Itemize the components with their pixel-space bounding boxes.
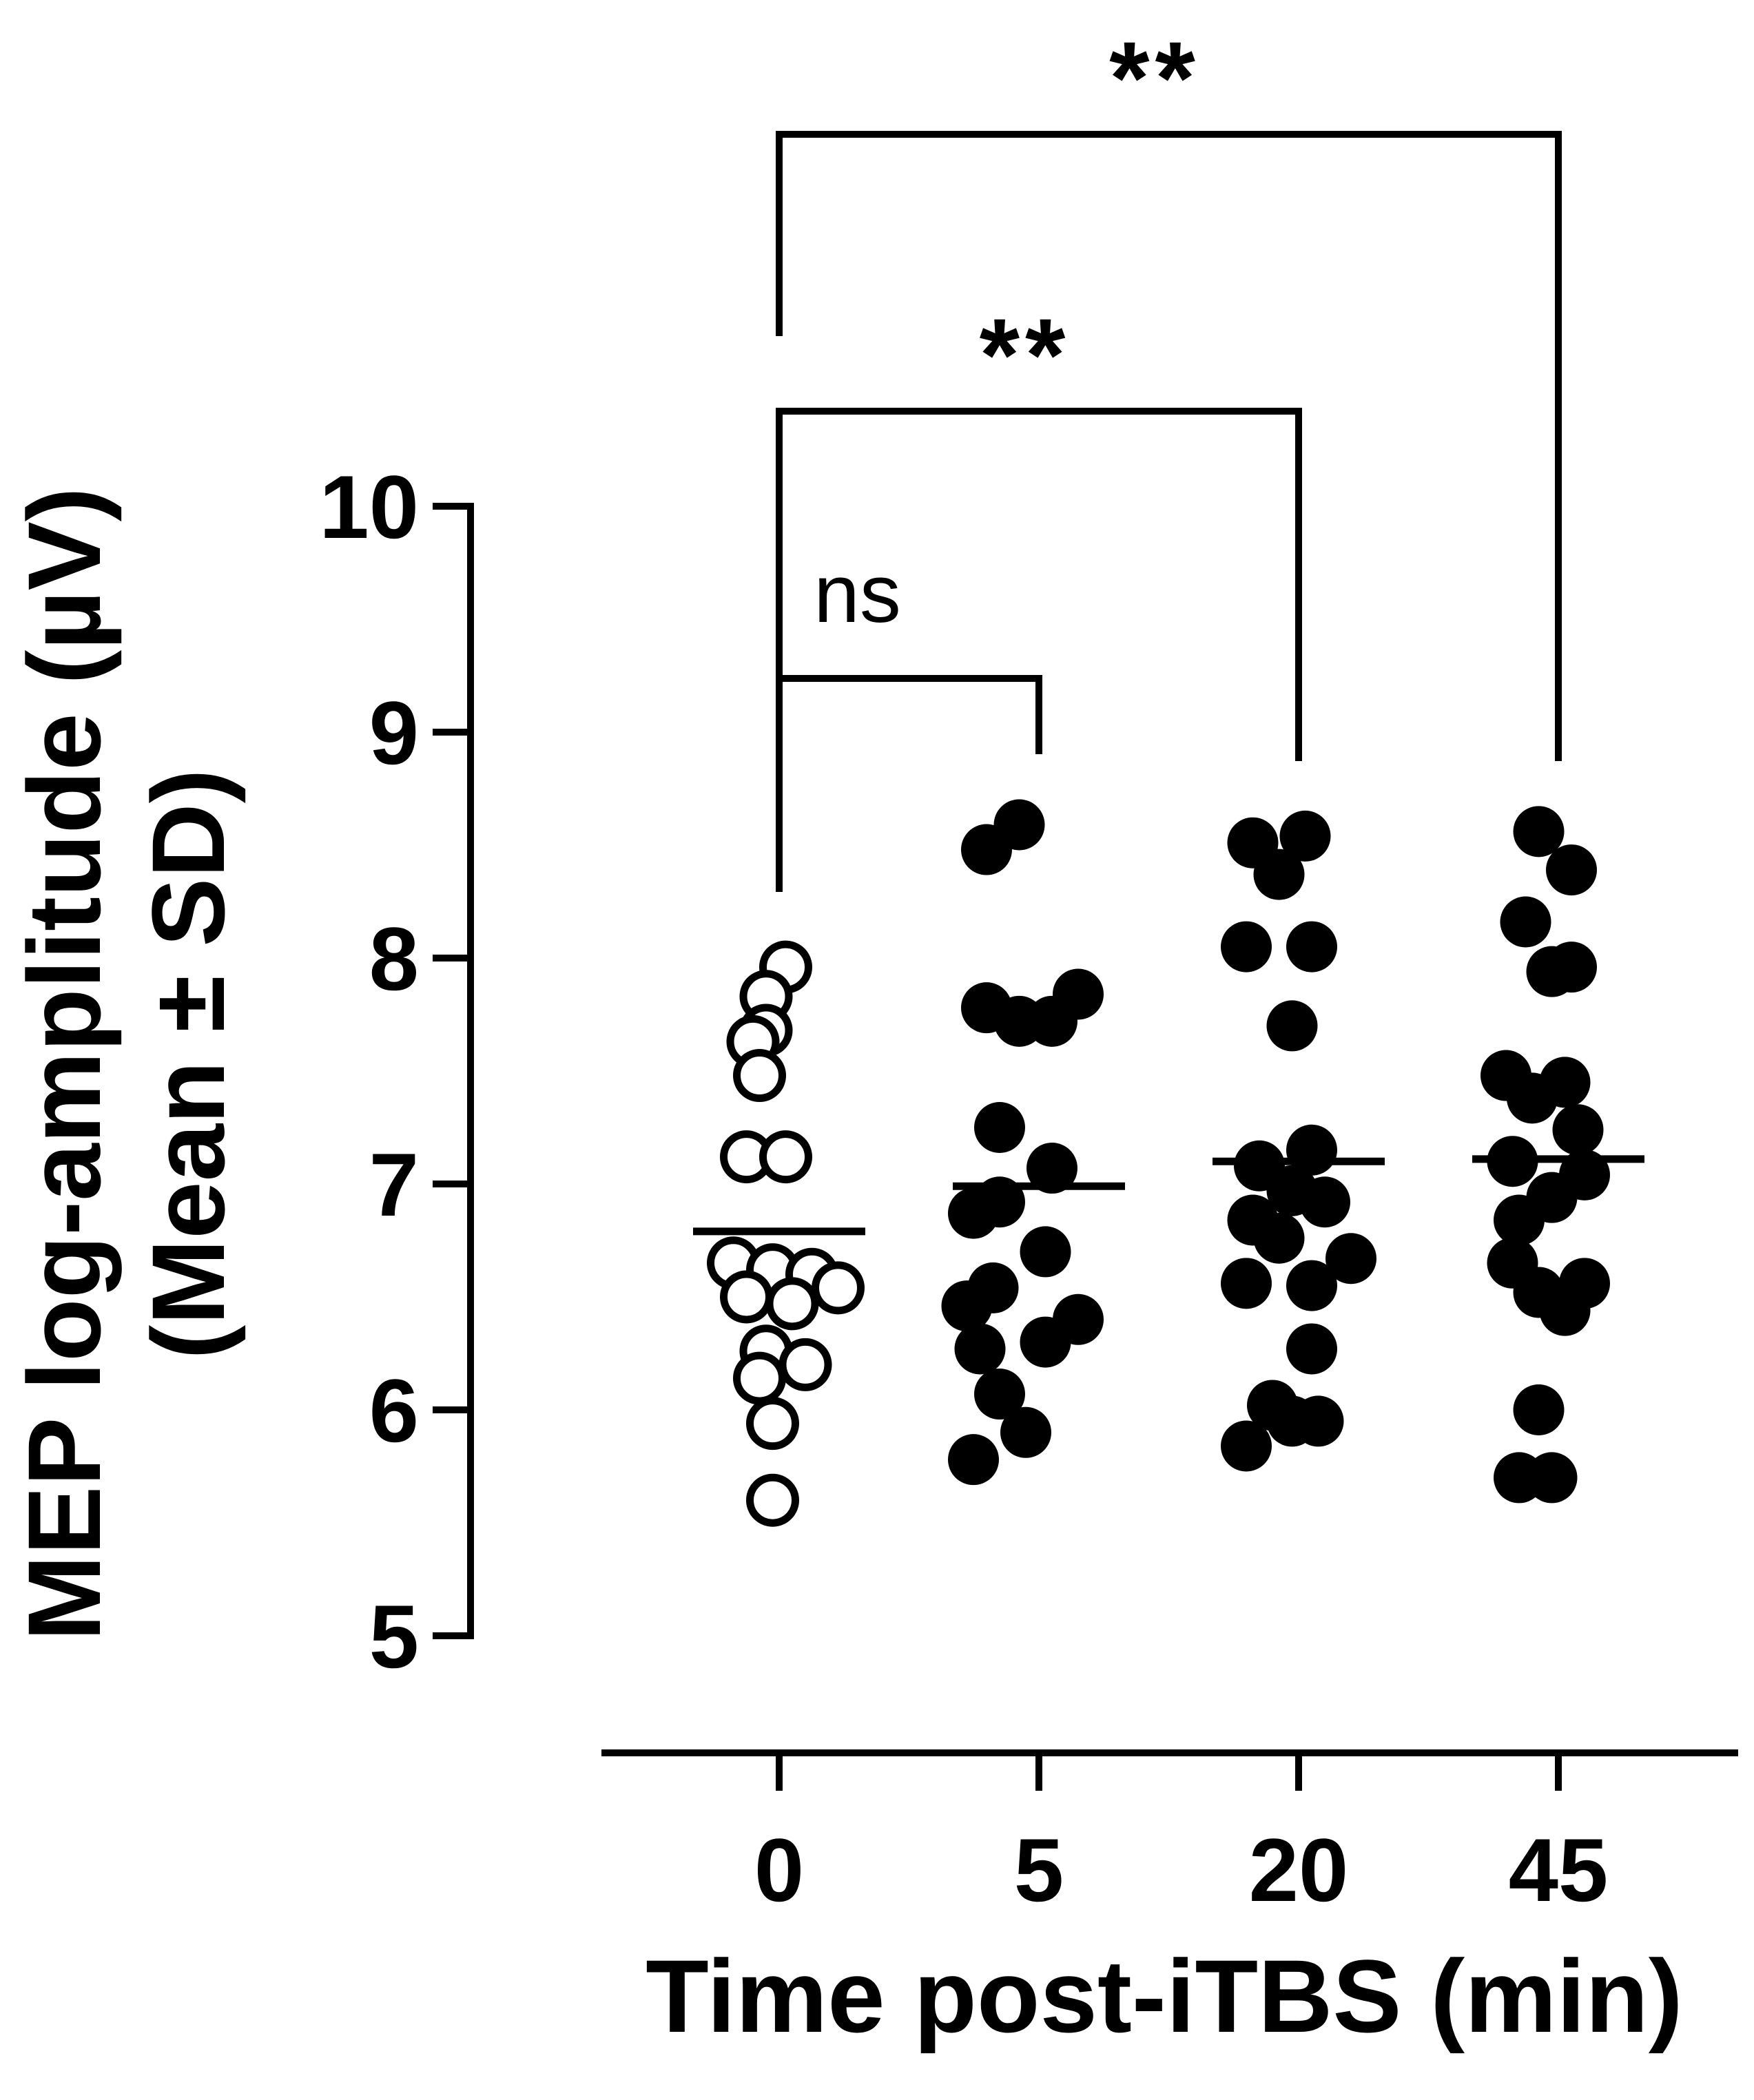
y-tick-label: 7	[369, 1134, 419, 1235]
data-point	[1552, 1104, 1604, 1156]
bracket-line	[776, 131, 1562, 761]
x-tick-label: 0	[754, 1820, 804, 1920]
data-point	[1221, 921, 1272, 973]
data-point	[1526, 1452, 1578, 1504]
data-point	[948, 1187, 999, 1239]
x-axis-title: Time post-iTBS (min)	[646, 1938, 1683, 2054]
data-point	[733, 1351, 786, 1405]
data-point	[1500, 896, 1551, 948]
x-tick-label: 45	[1509, 1820, 1609, 1920]
x-axis: 0 5 20 45	[601, 1749, 1738, 1920]
data-point	[1020, 1316, 1071, 1368]
data-point	[954, 1323, 1006, 1375]
x-tick-label: 20	[1249, 1820, 1349, 1920]
data-point	[733, 1049, 786, 1103]
data-point	[1299, 1176, 1350, 1228]
data-point	[1020, 1226, 1071, 1278]
x-tick-label: 5	[1014, 1820, 1064, 1920]
mean-lines	[693, 1155, 1644, 1236]
data-point	[812, 1261, 865, 1315]
data-point	[1286, 921, 1337, 973]
data-point	[1546, 844, 1597, 896]
significance-label: ns	[814, 548, 901, 640]
y-tick-label: 9	[369, 683, 419, 783]
data-point	[1286, 1323, 1337, 1375]
data-point	[974, 1369, 1025, 1420]
data-point	[1266, 1000, 1318, 1052]
y-tick-label: 8	[369, 908, 419, 1009]
bracket-line	[776, 408, 1302, 892]
y-tick-label: 6	[369, 1360, 419, 1461]
data-point	[759, 1130, 812, 1184]
data-point	[1000, 1406, 1051, 1458]
significance-label: **	[1109, 20, 1201, 136]
data-point	[1513, 806, 1565, 857]
data-point	[1253, 849, 1305, 900]
data-point	[1513, 1384, 1565, 1435]
data-point	[746, 1473, 799, 1527]
data-point	[1221, 1420, 1272, 1472]
data-point	[1526, 946, 1578, 997]
y-tick-label: 5	[369, 1586, 419, 1687]
data-point	[778, 1338, 832, 1391]
data-point	[948, 1434, 999, 1486]
data-points	[707, 799, 1610, 1527]
data-point	[1539, 1285, 1591, 1336]
data-point	[1292, 1395, 1344, 1447]
y-axis-title-line-2: (Mean ± SD)	[130, 769, 246, 1359]
data-point	[720, 1270, 773, 1324]
data-point	[1026, 1143, 1077, 1194]
y-tick-label: 10	[319, 457, 419, 557]
y-axis-title-line-1: MEP log-amplitude (µV)	[6, 487, 122, 1641]
data-point	[1507, 1072, 1558, 1124]
data-point	[1026, 995, 1077, 1047]
data-point	[1286, 1260, 1337, 1311]
data-point	[765, 1277, 819, 1331]
data-point	[1494, 1194, 1545, 1246]
data-point	[1325, 1233, 1376, 1285]
data-point	[1253, 1212, 1305, 1264]
significance-brackets: ns ** **	[776, 20, 1562, 892]
significance-label: **	[980, 297, 1071, 413]
data-point	[1221, 1258, 1272, 1309]
data-point	[974, 1102, 1025, 1153]
data-point	[961, 824, 1012, 875]
data-point	[1279, 810, 1331, 862]
y-axis: 5 6 7 8 9 10	[319, 457, 474, 1687]
data-point	[941, 1280, 993, 1332]
data-point	[746, 1397, 799, 1451]
